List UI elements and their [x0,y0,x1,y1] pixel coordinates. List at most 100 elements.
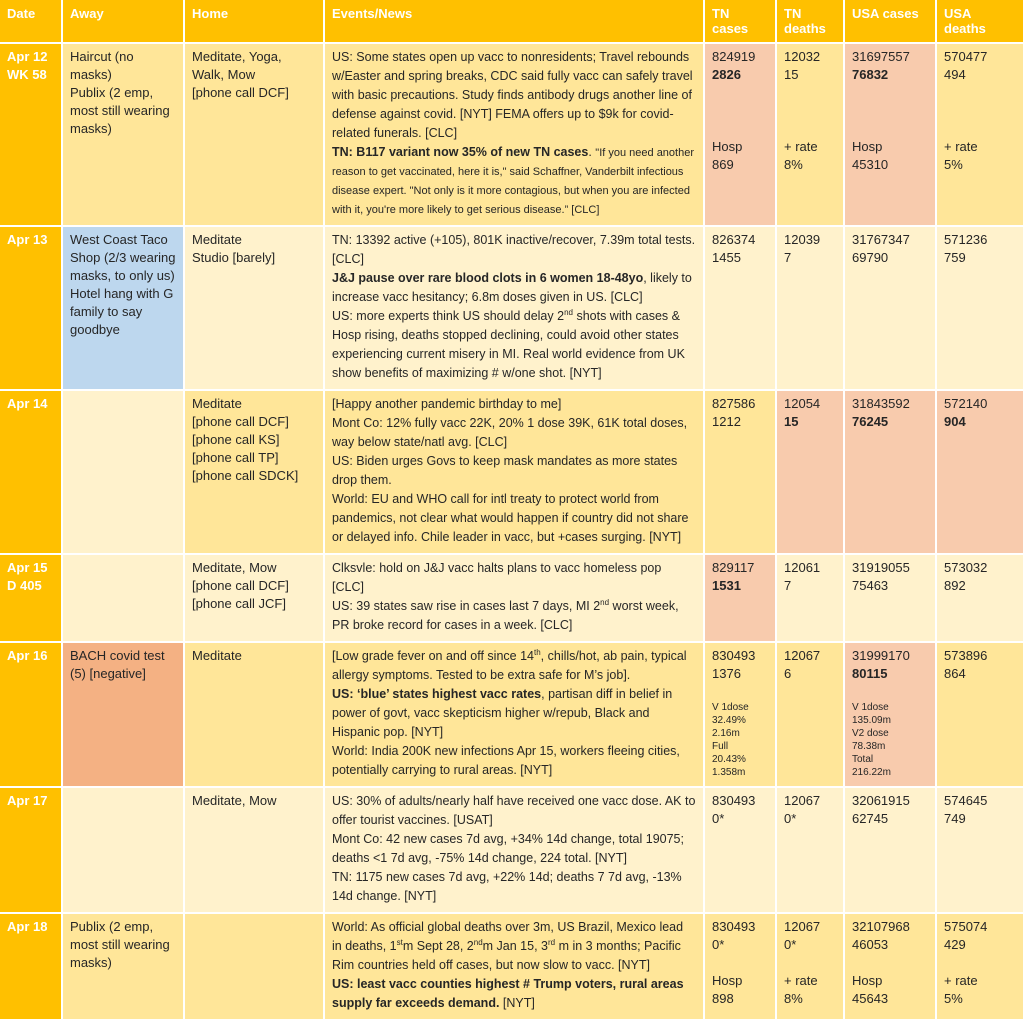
usa-deaths-cell[interactable]: 573032 892 [937,555,1023,641]
usa-deaths-cell[interactable]: 571236 759 [937,227,1023,389]
date-cell[interactable]: Apr 13 [0,227,61,389]
stat-line: + rate [944,139,978,154]
table-row: Apr 14 Meditate [phone call DCF] [phone cal… [0,391,1023,553]
stat-line: 759 [944,250,966,265]
tn-cases-cell[interactable]: 830493 1376 V 1dose 32.49% 2.16m Full 20.43% 1.… [705,643,775,786]
stat-line: 31767347 [852,232,910,247]
stat-line [712,683,768,701]
stat-line: 75463 [852,578,889,593]
events-cell[interactable]: Clksvle: hold on J&J vacc halts plans to… [325,555,703,641]
away-cell[interactable]: Haircut (no masks) Publix (2 emp, most st… [63,44,183,225]
events-cell[interactable]: [Low grade fever on and off since 14th, … [325,643,703,786]
stat-line: 864 [944,666,966,681]
usa-cases-cell[interactable]: 32061915 62745 [845,788,935,912]
usa-cases-cell[interactable]: 31919055 75463 [845,555,935,641]
away-cell[interactable]: Publix (2 emp, most still wearing masks) [63,914,183,1019]
away-cell[interactable] [63,391,183,553]
stat-line: 76245 [852,414,889,429]
stat-line: 826374 [712,232,756,247]
tn-deaths-cell[interactable]: 12054 15 [777,391,843,553]
stat-line: 216.22m [852,767,891,778]
usa-cases-cell[interactable]: 31843592 76245 [845,391,935,553]
tn-deaths-cell[interactable]: 12039 7 [777,227,843,389]
stat-line: 46053 [852,937,889,952]
text-segment: nd [600,597,610,607]
stat-line: 15 [784,67,799,82]
home-cell[interactable]: Meditate, Mow [phone call DCF] [phone call… [185,555,323,641]
column-header-events[interactable]: Events/News [325,0,703,42]
usa-deaths-cell[interactable]: 573896 864 [937,643,1023,786]
stat-line: 45310 [852,157,889,172]
stat-line: 32107968 [852,919,910,934]
text-segment: TN: 13392 active (+105), 801K inactive/r… [332,233,696,266]
date-line: Apr 13 [7,232,48,247]
stat-line: 80115 [852,666,888,681]
stat-line: 1.358m [712,767,746,778]
column-header-tn-cases[interactable]: TN cases [705,0,775,42]
text-segment: shots with cases & Hosp rising, deaths s… [332,309,685,380]
away-cell[interactable]: BACH covid test (5) [negative] [63,643,183,786]
away-cell[interactable] [63,555,183,641]
usa-cases-cell[interactable]: 31999170 80115 V 1dose 135.09m V2 dose 78.38m… [845,643,935,786]
stat-line: 78.38m [852,741,886,752]
home-cell[interactable]: Meditate, Mow [185,788,323,912]
stat-line: + rate [784,973,818,988]
text-segment: , partisan diff in belief in power of go… [332,687,680,777]
tn-cases-cell[interactable]: 830493 0* [705,788,775,912]
usa-deaths-cell[interactable]: 570477 494 + rate 5% [937,44,1023,225]
home-cell[interactable]: Meditate Studio [barely] [185,227,323,389]
column-header-usa-cases[interactable]: USA cases [845,0,935,42]
column-header-home[interactable]: Home [185,0,323,42]
column-header-away[interactable]: Away [63,0,183,42]
table-row: Apr 15 D 405 Meditate, Mow [phone call DCF]… [0,555,1023,641]
column-header-tn-deaths[interactable]: TN deaths [777,0,843,42]
usa-deaths-cell[interactable]: 575074 429 + rate 5% [937,914,1023,1019]
events-cell[interactable]: US: 30% of adults/nearly half have recei… [325,788,703,912]
tn-deaths-cell[interactable]: 12067 6 [777,643,843,786]
text-segment: [NYT] [499,996,535,1010]
stat-line: 830493 [712,793,756,808]
text-segment: , likely to increase vacc hesitancy; 6.8… [332,271,692,323]
tn-deaths-cell[interactable]: 12067 0* [777,788,843,912]
date-cell[interactable]: Apr 18 [0,914,61,1019]
home-cell[interactable] [185,914,323,1019]
date-cell[interactable]: Apr 15 D 405 [0,555,61,641]
stat-line: 12054 [784,396,821,411]
tn-cases-cell[interactable]: 827586 1212 [705,391,775,553]
tn-deaths-cell[interactable]: 12032 15 + rate 8% [777,44,843,225]
text-segment: st [396,937,403,947]
tn-deaths-cell[interactable]: 12067 0* + rate 8% [777,914,843,1019]
date-cell[interactable]: Apr 12 WK 58 [0,44,61,225]
events-cell[interactable]: World: As official global deaths over 3m… [325,914,703,1019]
home-cell[interactable]: Meditate, Yoga, Walk, Mow [phone call DCF… [185,44,323,225]
home-cell[interactable]: Meditate [phone call DCF] [phone call KS][… [185,391,323,553]
tn-cases-cell[interactable]: 826374 1455 [705,227,775,389]
away-cell[interactable]: West Coast Taco Shop (2/3 wearing masks,… [63,227,183,389]
usa-deaths-cell[interactable]: 572140 904 [937,391,1023,553]
usa-cases-cell[interactable]: 31697557 76832 Hosp 45310 [845,44,935,225]
stat-line: 829117 [712,560,755,575]
column-header-usa-deaths[interactable]: USA deaths [937,0,1023,42]
tn-cases-cell[interactable]: 824919 2826 Hosp 869 [705,44,775,225]
date-cell[interactable]: Apr 17 [0,788,61,912]
stat-line: 898 [712,991,734,1006]
stat-line: 12067 [784,919,821,934]
stat-line: 32061915 [852,793,910,808]
usa-cases-cell[interactable]: 32107968 46053 Hosp 45643 [845,914,935,1019]
events-cell[interactable]: [Happy another pandemic birthday to me] M… [325,391,703,553]
events-cell[interactable]: US: Some states open up vacc to nonresid… [325,44,703,225]
tn-deaths-cell[interactable]: 12061 7 [777,555,843,641]
away-cell[interactable] [63,788,183,912]
usa-cases-cell[interactable]: 31767347 69790 [845,227,935,389]
text-segment: TN: B117 variant now 35% of new TN cases [332,145,589,159]
date-cell[interactable]: Apr 16 [0,643,61,786]
text-segment: US: Some states open up vacc to nonresid… [332,50,693,140]
column-header-date[interactable]: Date [0,0,61,42]
events-cell[interactable]: TN: 13392 active (+105), 801K inactive/r… [325,227,703,389]
stat-line: V 1dose [852,702,889,713]
tn-cases-cell[interactable]: 830493 0* Hosp 898 [705,914,775,1019]
usa-deaths-cell[interactable]: 574645 749 [937,788,1023,912]
home-cell[interactable]: Meditate [185,643,323,786]
tn-cases-cell[interactable]: 829117 1531 [705,555,775,641]
date-cell[interactable]: Apr 14 [0,391,61,553]
